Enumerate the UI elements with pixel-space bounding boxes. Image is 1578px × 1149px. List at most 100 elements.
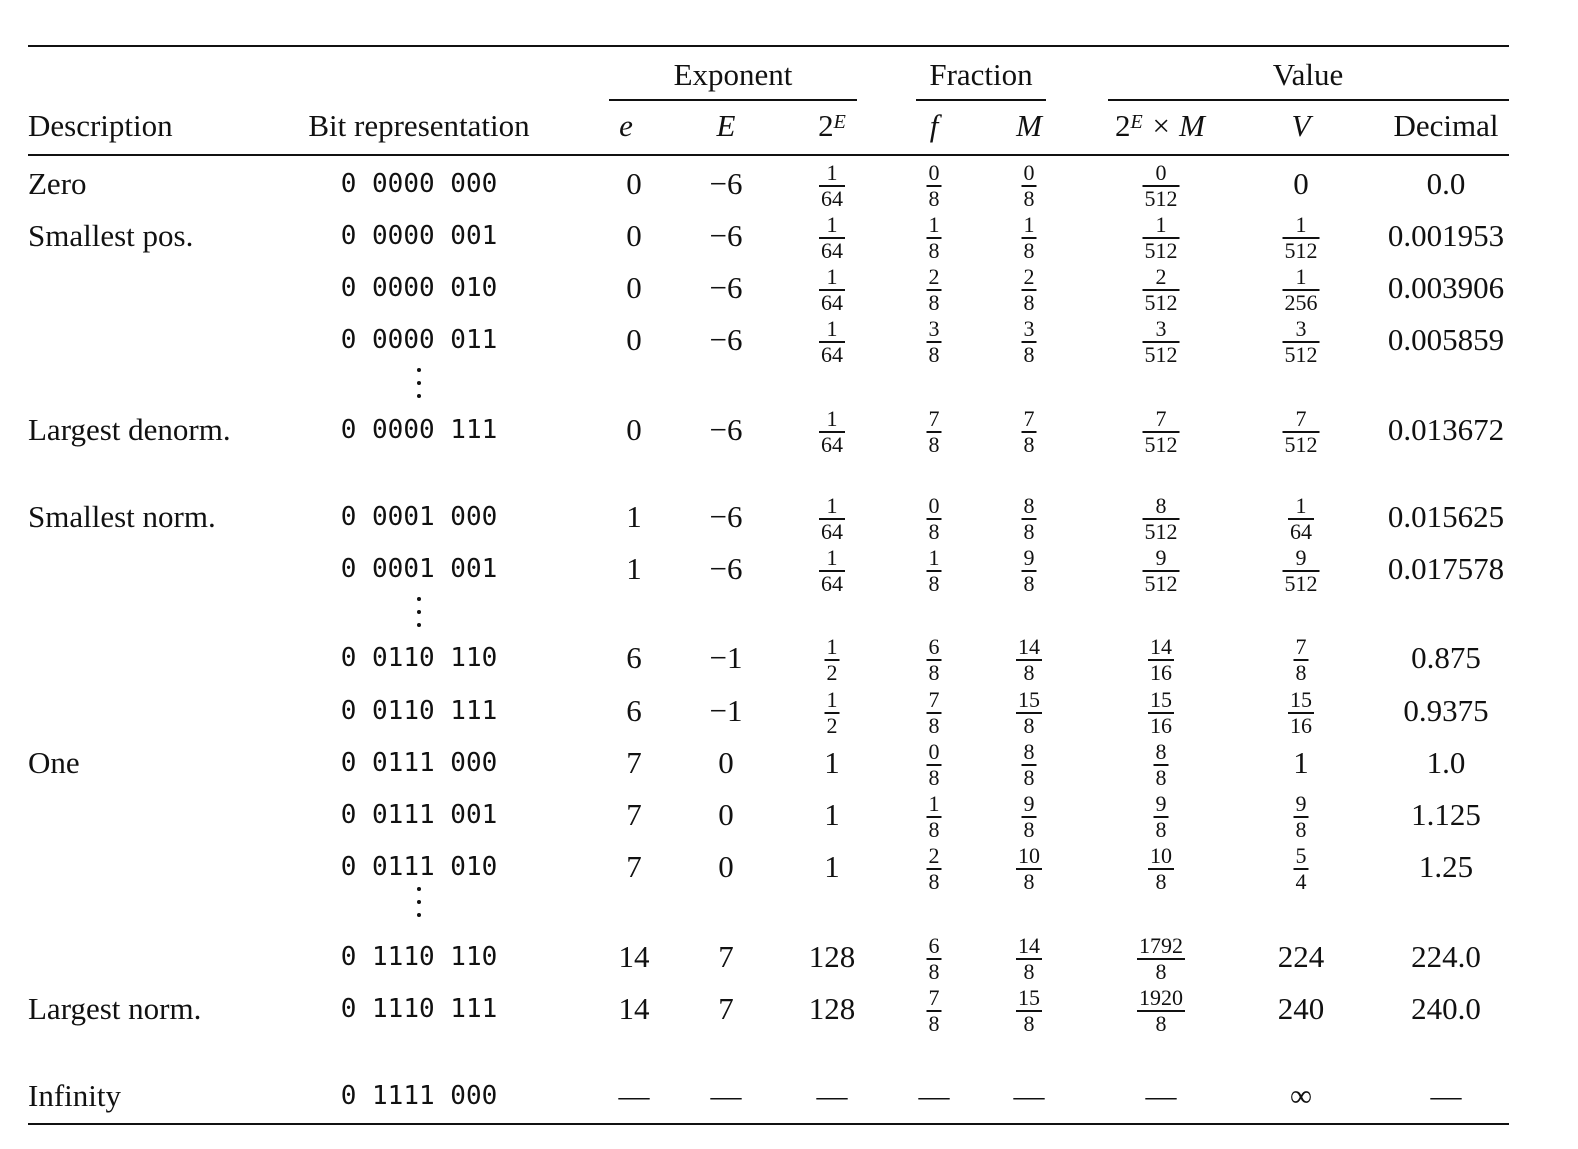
header-e: e [619, 108, 633, 143]
vertical-ellipsis [416, 597, 422, 636]
numerator: 7 [928, 687, 940, 712]
denominator: 8 [928, 764, 940, 790]
fraction-bar [824, 659, 840, 661]
fraction-bar [819, 431, 845, 433]
fraction-bar [926, 712, 942, 714]
cell-M-fraction: 10 8 [1016, 845, 1042, 893]
cell-bits: 0 0000 011 [340, 325, 498, 355]
fraction-bar [1153, 764, 1169, 766]
numerator: 1 [1295, 212, 1307, 237]
numerator: 5 [1295, 843, 1307, 868]
numerator: 15 [1150, 687, 1172, 712]
cell-e: 6 [626, 640, 642, 675]
cell-desc: Largest denorm. [28, 412, 231, 447]
denominator: 8 [1155, 958, 1167, 984]
fraction-bar [926, 431, 942, 433]
fraction-bar [926, 518, 942, 520]
cell-bits: 0 1110 111 [340, 994, 498, 1024]
denominator: 512 [1284, 431, 1318, 457]
fraction-bar [926, 816, 942, 818]
cell-bits: 0 0111 000 [340, 748, 498, 778]
numerator: 1 [826, 687, 838, 712]
cell-twoE-fraction: 1 64 [819, 318, 845, 366]
numerator: 1 [928, 791, 940, 816]
numerator: 2 [928, 264, 940, 289]
fraction-bar [926, 570, 942, 572]
numerator: 15 [1018, 985, 1040, 1010]
fraction-bar [1021, 289, 1037, 291]
cell-dec: 0.875 [1411, 640, 1481, 675]
denominator: 512 [1144, 518, 1178, 544]
cell-V-fraction: 3 512 [1282, 318, 1320, 366]
cell-E: 0 [718, 797, 734, 832]
numerator: 14 [1018, 634, 1040, 659]
cell-desc: Zero [28, 166, 87, 201]
numerator: 3 [928, 316, 940, 341]
numerator: 9 [1155, 545, 1167, 570]
cell-e: 1 [626, 499, 642, 534]
cell-dec: 1.25 [1418, 849, 1474, 884]
cell-f: — [918, 1078, 950, 1113]
cell-V: 224 [1277, 939, 1325, 974]
denominator: 8 [1155, 868, 1167, 894]
fraction-bar [1142, 289, 1180, 291]
numerator: 0 [928, 493, 940, 518]
header-2E-exponent: E [833, 111, 846, 133]
denominator: 8 [1155, 816, 1167, 842]
numerator: 1 [1295, 264, 1307, 289]
cell-V-fraction: 1 512 [1282, 212, 1320, 262]
cell-V: 1 [1293, 745, 1309, 780]
fraction-bar [926, 237, 942, 239]
numerator: 8 [1155, 739, 1167, 764]
cell-dec: 1.125 [1411, 797, 1481, 832]
numerator: 15 [1018, 687, 1040, 712]
cell-bits: 0 0000 000 [340, 169, 498, 199]
numerator: 1 [1155, 212, 1167, 237]
header-product-exponent: E [1130, 111, 1143, 133]
cell-twoE: 128 [808, 939, 856, 974]
value-group-rule [1108, 99, 1509, 101]
numerator: 3 [1155, 316, 1167, 341]
vertical-ellipsis [416, 368, 422, 407]
denominator: 8 [928, 1010, 940, 1036]
fraction-bar [1016, 1010, 1042, 1012]
denominator: 2 [826, 659, 838, 685]
denominator: 8 [928, 868, 940, 894]
fraction-bar [1016, 659, 1042, 661]
numerator: 8 [1023, 493, 1035, 518]
cell-twoE: 128 [808, 991, 856, 1026]
cell-twoE: 1 [824, 797, 840, 832]
cell-E: −6 [709, 499, 743, 534]
numerator: 1 [826, 406, 838, 431]
cell-desc: One [28, 745, 80, 780]
numerator: 1 [928, 545, 940, 570]
header-product-rest: × M [1142, 108, 1205, 143]
fraction-bar [1021, 431, 1037, 433]
header-M: M [1016, 108, 1042, 143]
cell-E: −6 [709, 218, 743, 253]
cell-desc: Smallest norm. [28, 499, 216, 534]
fraction-bar [926, 958, 942, 960]
fraction-bar [1282, 289, 1320, 291]
cell-E: 7 [718, 939, 734, 974]
cell-bits: 0 0110 111 [340, 696, 498, 726]
group-header-value: Value [1272, 57, 1344, 92]
cell-dec: 0.001953 [1387, 218, 1505, 253]
cell-prod-fraction: 3 512 [1142, 316, 1180, 366]
denominator: 8 [1023, 1010, 1035, 1036]
cell-E: −6 [709, 166, 743, 201]
numerator: 6 [928, 933, 940, 958]
numerator: 9 [1295, 545, 1307, 570]
cell-e: 0 [626, 322, 642, 357]
